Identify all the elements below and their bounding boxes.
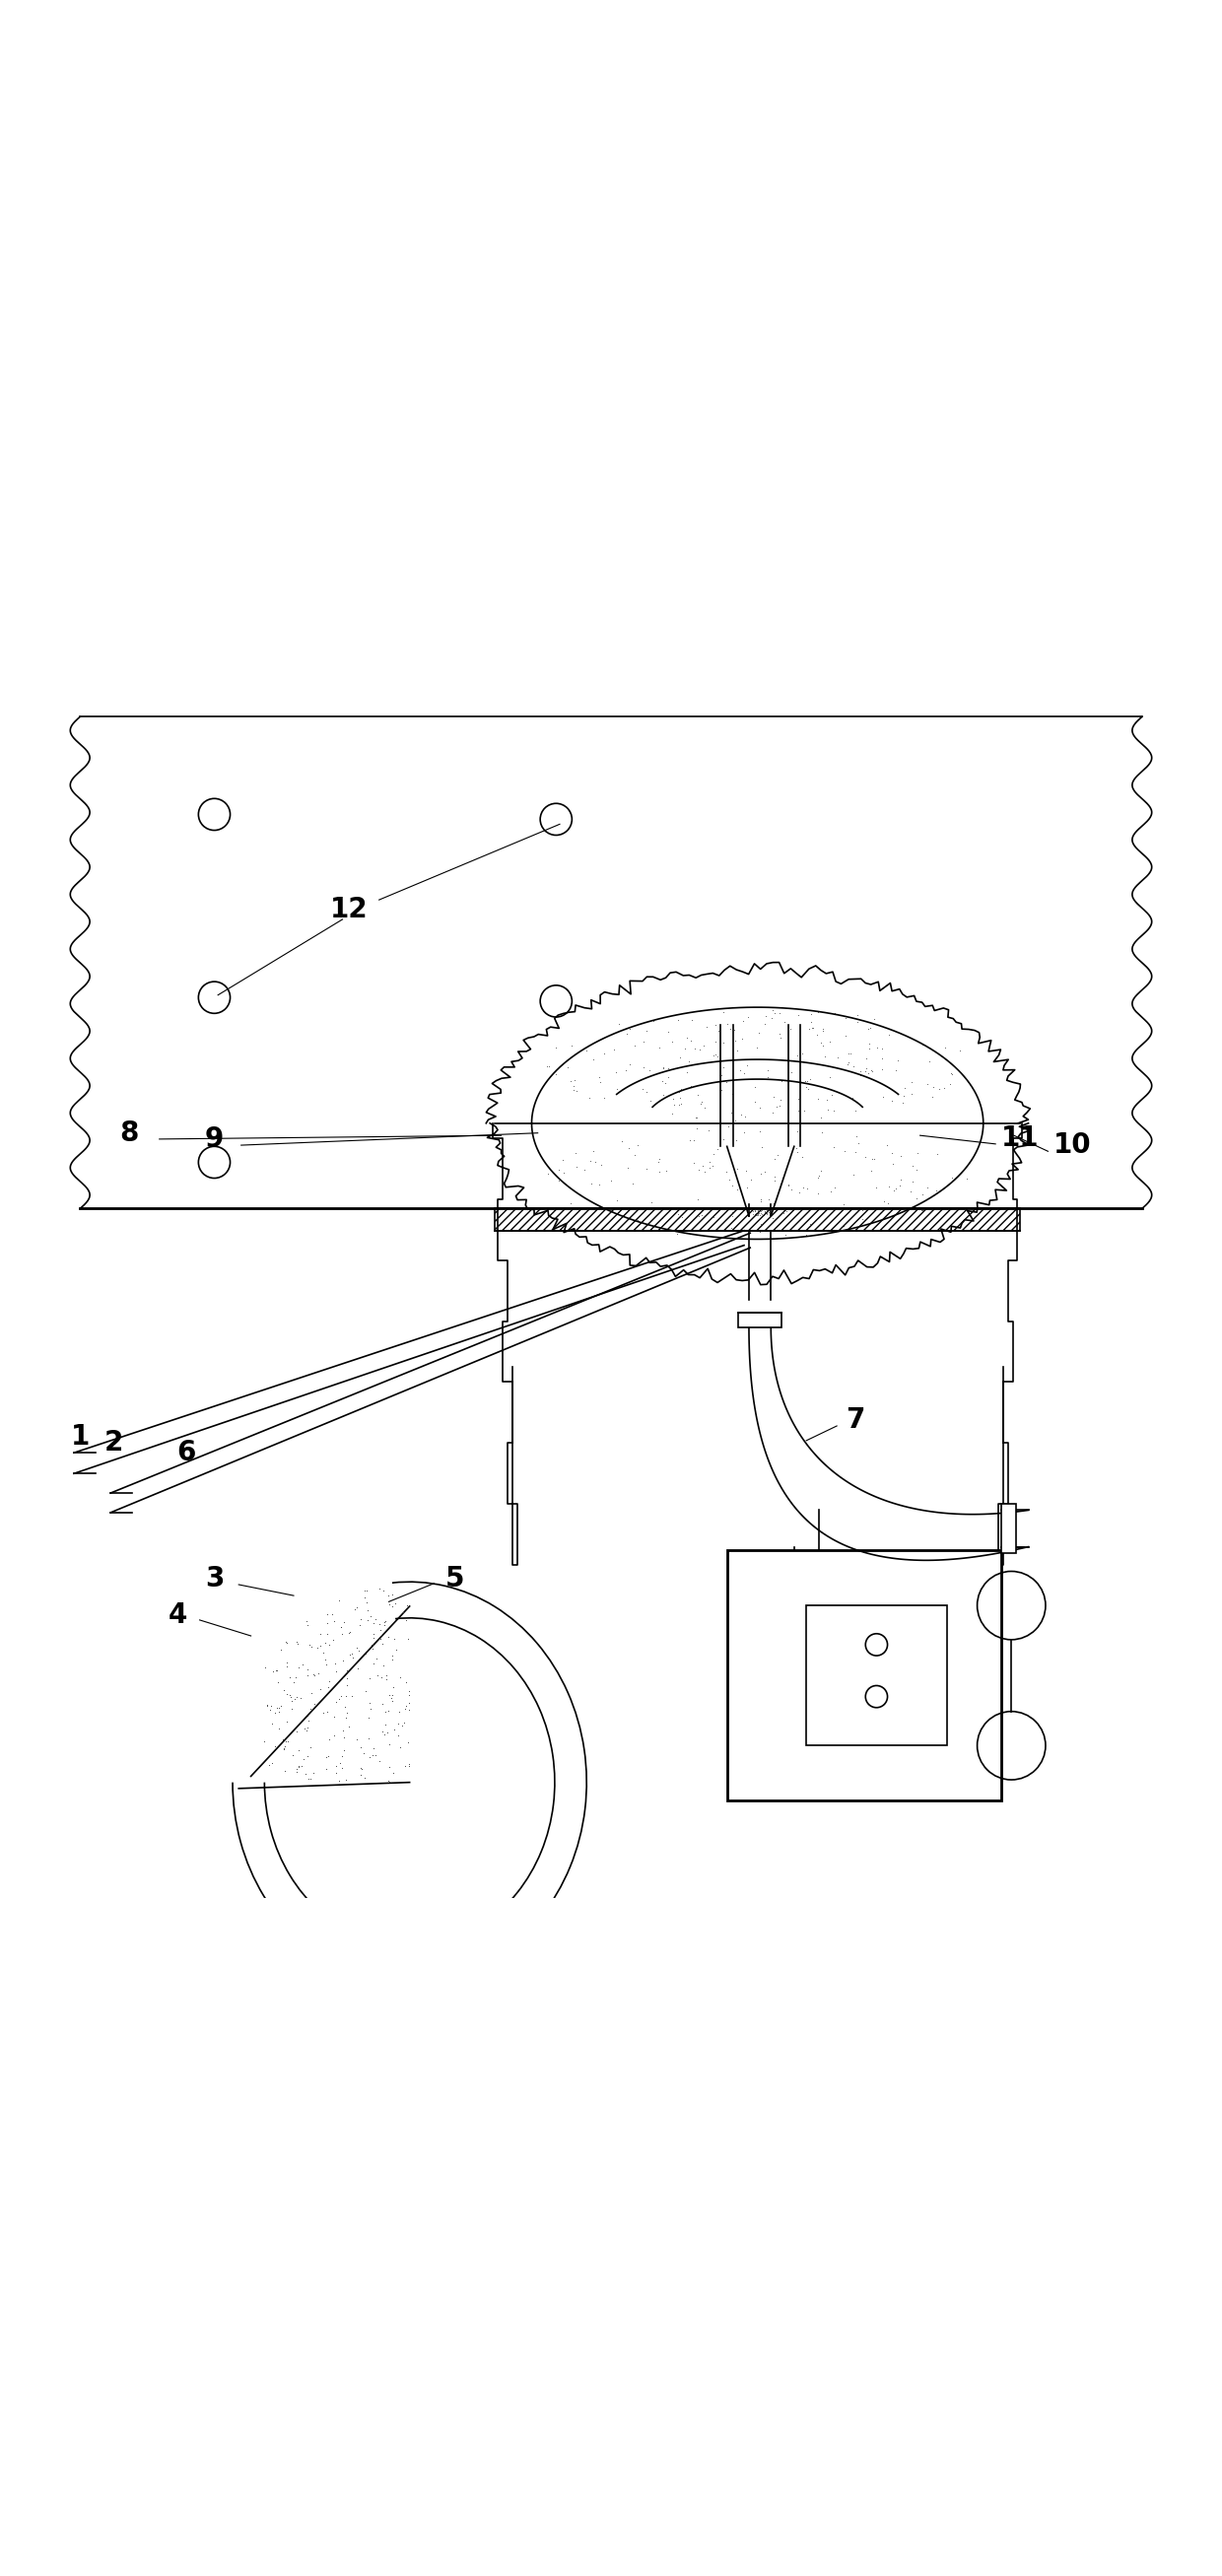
Text: 1: 1 [71,1422,89,1450]
Text: 6: 6 [177,1440,196,1466]
Bar [1002,1504,1017,1553]
Text: 4: 4 [169,1602,187,1628]
Bar [495,1208,1020,1231]
Bar [727,1551,1002,1801]
Text: 10: 10 [1053,1131,1091,1159]
Text: 12: 12 [330,896,368,922]
Text: 5: 5 [445,1564,464,1592]
Text: 8: 8 [120,1118,138,1146]
Text: 9: 9 [205,1126,224,1154]
Bar [807,1605,947,1747]
Text: 3: 3 [205,1564,224,1592]
Text: 11: 11 [1001,1123,1039,1151]
Bar [738,1311,781,1327]
Text: 7: 7 [846,1406,865,1435]
Text: 2: 2 [105,1430,123,1458]
